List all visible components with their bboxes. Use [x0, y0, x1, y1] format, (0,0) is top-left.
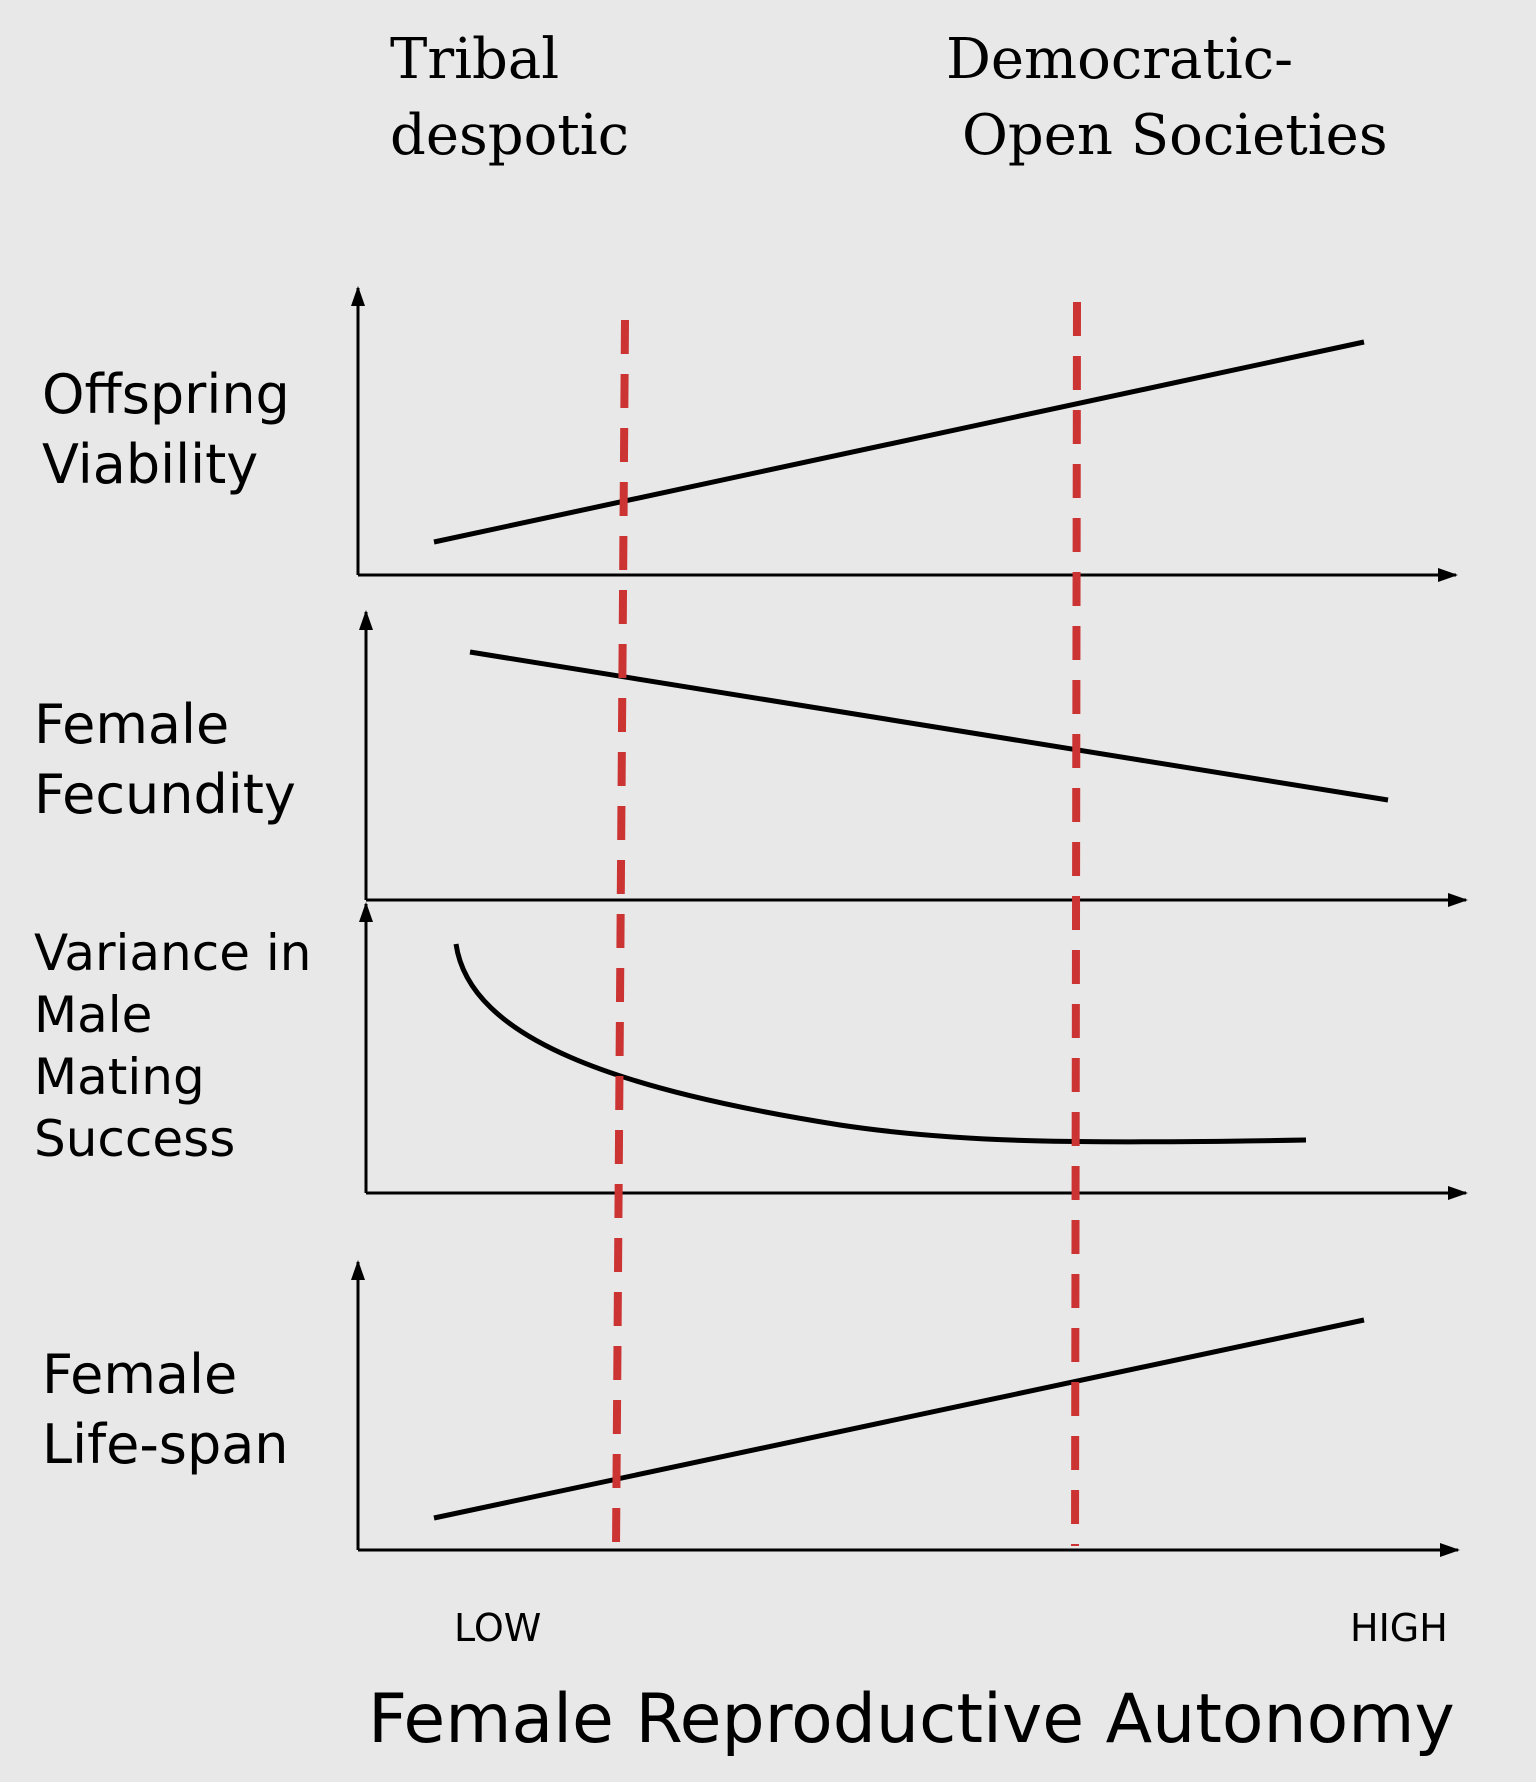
panel-label-line: Success: [34, 1110, 236, 1168]
panel-label-line: Life-span: [42, 1413, 289, 1476]
panel-label-line: Variance in: [34, 924, 312, 982]
panel-label-line: Viability: [42, 433, 259, 496]
regime-label-democratic-line2: Open Societies: [962, 103, 1388, 168]
regime-label-tribal: Tribal despotic: [390, 22, 629, 174]
regime-label-tribal-line1: Tribal: [390, 27, 560, 92]
panel-label-line: Male: [34, 986, 153, 1044]
x-axis-title: Female Reproductive Autonomy: [368, 1680, 1455, 1759]
panel-label-line: Female: [34, 693, 230, 756]
trend-line: [433, 1317, 1365, 1521]
regime-label-democratic: Democratic- Open Societies: [946, 22, 1388, 174]
x-axis-low-label: LOW: [454, 1606, 542, 1650]
panel-variance-male-mating-success: [359, 902, 1468, 1200]
panel-female-life-span: [351, 1260, 1460, 1557]
trend-curve: [453, 943, 1307, 1145]
trend-line: [469, 649, 1389, 803]
divider-tribal-despotic: [612, 319, 629, 1549]
panel-label-female-life-span: Female Life-span: [42, 1340, 289, 1480]
panel-label-offspring-viability: Offspring Viability: [42, 360, 290, 500]
x-axis-high-label: HIGH: [1350, 1606, 1448, 1650]
panel-label-female-fecundity: Female Fecundity: [34, 690, 296, 830]
panel-label-line: Fecundity: [34, 763, 296, 826]
panel-label-line: Mating: [34, 1048, 205, 1106]
panel-female-fecundity: [359, 610, 1468, 907]
regime-label-tribal-line2: despotic: [390, 103, 630, 168]
panel-label-variance-male-mating-success: Variance in Male Mating Success: [34, 922, 311, 1170]
panel-label-line: Offspring: [42, 363, 290, 426]
divider-democratic-open: [1071, 301, 1081, 1547]
regime-label-democratic-line1: Democratic-: [946, 27, 1294, 92]
trend-line: [433, 339, 1365, 545]
panel-offspring-viability: [351, 286, 1458, 582]
panel-label-line: Female: [42, 1343, 238, 1406]
